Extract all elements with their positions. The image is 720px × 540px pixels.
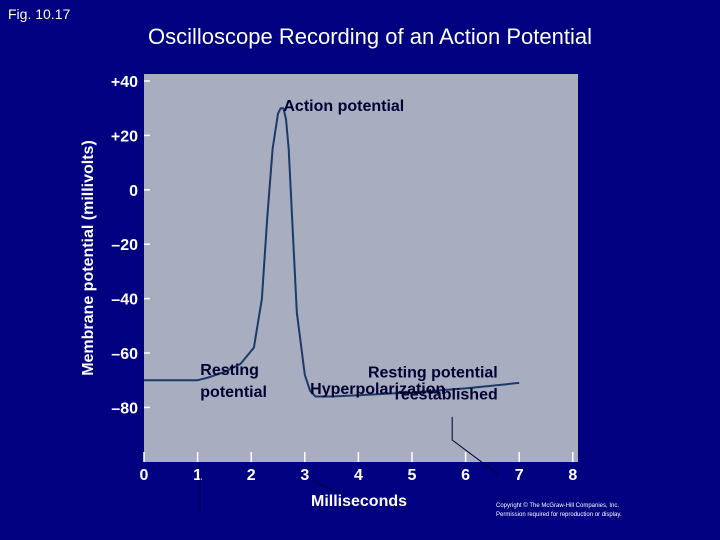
annotation-hyperpolarization: Hyperpolarization — [310, 381, 445, 398]
annotation-resting-reestablished: Resting potential — [368, 364, 498, 381]
leader-hyperpolarization — [312, 480, 343, 495]
chart-title: Oscilloscope Recording of an Action Pote… — [148, 24, 592, 49]
x-tick-label: 6 — [461, 467, 470, 484]
annotation-action-potential: Action potential — [283, 98, 404, 115]
y-tick-label: –80 — [111, 400, 138, 417]
figure-label: Fig. 10.17 — [8, 6, 71, 22]
x-tick-label: 2 — [247, 467, 256, 484]
y-tick-label: –60 — [111, 346, 138, 363]
leader-resting-reestablished — [451, 416, 499, 475]
x-tick-label: 0 — [140, 467, 149, 484]
x-tick-label: 8 — [568, 467, 577, 484]
y-tick-label: +20 — [111, 128, 138, 145]
copyright-line-2: Permission required for reproduction or … — [496, 512, 622, 518]
plot-area — [144, 74, 578, 462]
x-tick-label: 1 — [193, 467, 202, 484]
y-tick-label: –40 — [111, 292, 138, 309]
annotation-resting-potential: potential — [200, 384, 267, 401]
x-tick-label: 3 — [300, 467, 309, 484]
y-tick-label: –20 — [111, 237, 138, 254]
x-tick-label: 5 — [408, 467, 417, 484]
annotation-resting-reestablished: reestablished — [395, 386, 498, 403]
x-tick-label: 7 — [515, 467, 524, 484]
series-line — [144, 107, 520, 398]
copyright-line-1: Copyright © The McGraw-Hill Companies, I… — [496, 503, 620, 509]
annotation-resting-potential: Resting — [200, 362, 259, 379]
y-tick-label: 0 — [129, 183, 138, 200]
x-tick-label: 4 — [354, 467, 363, 484]
copyright-notice: Copyright © The McGraw-Hill Companies, I… — [496, 502, 622, 520]
y-axis-title: Membrane potential (millivolts) — [80, 140, 97, 376]
x-axis-title: Milliseconds — [311, 493, 407, 510]
y-tick-label: +40 — [111, 74, 138, 91]
